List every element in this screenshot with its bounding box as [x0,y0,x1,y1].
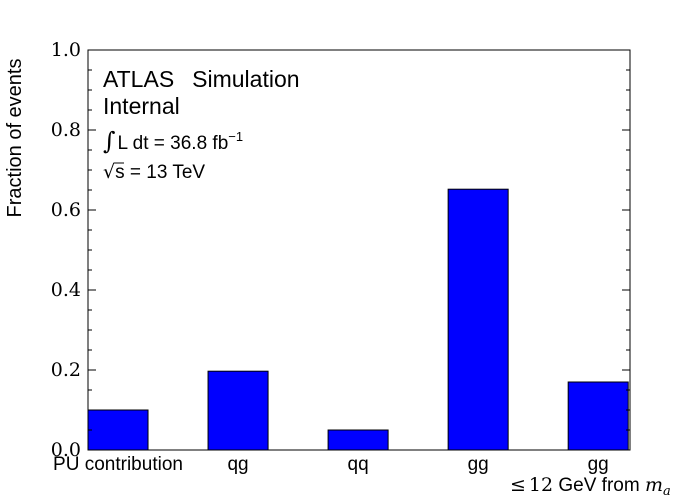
bar-4 [567,381,629,451]
y-axis-label: Fraction of events [4,59,26,218]
bars-group [87,188,629,451]
internal-label: Internal [103,93,180,119]
luminosity-label: ∫ L dt = 36.8 fb−1 [103,127,243,155]
y-axis-ticks: 0.0 0.2 0.4 0.6 0.8 1.0 [51,39,630,461]
y-tick-label-4: 0.8 [51,119,81,141]
atlas-label: ATLAS Simulation [103,66,300,92]
energy-label: √s = 13 TeV [103,161,205,183]
x-tick-label-1: qg [227,454,248,475]
y-tick-label-3: 0.6 [51,199,81,221]
y-tick-label-2: 0.4 [51,279,81,301]
x-tick-label-2: qq [348,454,369,475]
x-tick-label-4: gg [588,454,609,475]
x-axis-tick-labels: PU contribution qg qq gg gg [53,454,609,475]
y-tick-label-0: 0.0 [51,439,81,461]
bar-3 [447,188,509,451]
x-tick-label-0: PU contribution [53,454,183,475]
x-tick-label-3: gg [468,454,489,475]
bar-2 [327,429,389,451]
y-tick-label-1: 0.2 [51,359,81,381]
x-axis-label: ≤12 GeV from ma [510,474,671,499]
bar-0 [87,409,149,451]
bar-1 [207,370,269,451]
y-tick-label-5: 1.0 [51,39,81,61]
